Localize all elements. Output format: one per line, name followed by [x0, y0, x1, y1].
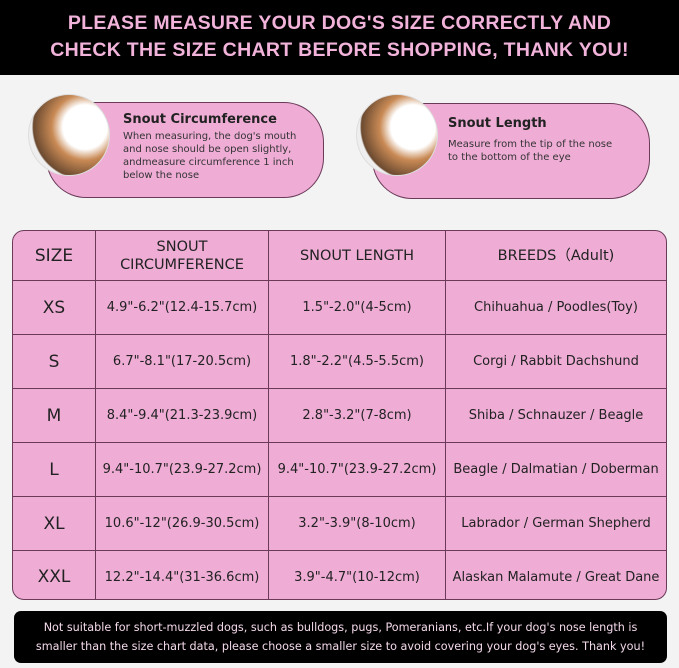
banner-line-2: CHECK THE SIZE CHART BEFORE SHOPPING, TH… — [50, 39, 629, 61]
note-line-1: Not suitable for short-muzzled dogs, suc… — [43, 621, 638, 634]
table-row: S 6.7"-8.1"(17-20.5cm) 1.8"-2.2"(4.5-5.5cm… — [13, 335, 666, 389]
dog-snout-circumference-photo — [28, 94, 110, 176]
cell-snout-circumference: 10.6"-12"(26.9-30.5cm) — [96, 497, 269, 550]
table-row: XL 10.6"-12"(26.9-30.5cm) 3.2"-3.9"(8-10cm… — [13, 497, 666, 551]
table-row: L 9.4"-10.7"(23.9-27.2cm) 9.4"-10.7"(23.9-… — [13, 443, 666, 497]
cell-breeds: Beagle / Dalmatian / Doberman — [453, 462, 659, 477]
cell-snout-length: 3.9"-4.7"(10-12cm) — [269, 551, 446, 599]
cell-size: M — [13, 389, 96, 442]
banner-line-1: PLEASE MEASURE YOUR DOG'S SIZE CORRECTLY… — [67, 12, 612, 34]
cell-snout-circumference: 12.2"-14.4"(31-36.6cm) — [96, 551, 269, 599]
cell-size: L — [13, 443, 96, 496]
header-banner: PLEASE MEASURE YOUR DOG'S SIZE CORRECTLY… — [0, 0, 679, 75]
cell-size: XL — [13, 497, 96, 550]
snout-length-card: Snout Length Measure from the tip of the… — [372, 103, 650, 199]
cell-snout-length: 1.5"-2.0"(4-5cm) — [269, 281, 446, 334]
cell-breeds: Chihuahua / Poodles(Toy) — [474, 300, 638, 315]
cell-snout-length: 9.4"-10.7"(23.9-27.2cm) — [269, 443, 446, 496]
cell-snout-circumference: 4.9"-6.2"(12.4-15.7cm) — [96, 281, 269, 334]
card-title: Snout Circumference — [123, 112, 277, 127]
card-description: When measuring, the dog's mouth and nose … — [123, 131, 297, 181]
cell-snout-length: 1.8"-2.2"(4.5-5.5cm) — [269, 335, 446, 388]
cell-size: XXL — [13, 551, 96, 599]
cell-snout-circumference: 6.7"-8.1"(17-20.5cm) — [96, 335, 269, 388]
card-title: Snout Length — [448, 116, 547, 131]
header-snout-length: SNOUT LENGTH — [269, 231, 446, 280]
size-chart-table: SIZE SNOUT CIRCUMFERENCE SNOUT LENGTH BR… — [12, 230, 667, 600]
note-line-2: smaller than the size chart data, please… — [35, 640, 646, 653]
cell-breeds: Corgi / Rabbit Dachshund — [473, 354, 639, 369]
cell-snout-length: 3.2"-3.9"(8-10cm) — [269, 497, 446, 550]
header-size: SIZE — [13, 231, 96, 280]
cell-snout-circumference: 8.4"-9.4"(21.3-23.9cm) — [96, 389, 269, 442]
cell-breeds: Labrador / German Shepherd — [461, 516, 651, 531]
cell-snout-length: 2.8"-3.2"(7-8cm) — [269, 389, 446, 442]
card-description: Measure from the tip of the nose to the b… — [448, 139, 613, 163]
warning-note: Not suitable for short-muzzled dogs, suc… — [14, 611, 667, 663]
header-snout-circumference: SNOUT CIRCUMFERENCE — [96, 231, 269, 280]
table-row: M 8.4"-9.4"(21.3-23.9cm) 2.8"-3.2"(7-8cm) S… — [13, 389, 666, 443]
table-header-row: SIZE SNOUT CIRCUMFERENCE SNOUT LENGTH BR… — [13, 231, 666, 281]
cell-breeds: Shiba / Schnauzer / Beagle — [468, 408, 644, 423]
cell-snout-circumference: 9.4"-10.7"(23.9-27.2cm) — [96, 443, 269, 496]
dog-snout-length-photo — [356, 94, 438, 176]
cell-breeds: Alaskan Malamute / Great Dane — [452, 569, 660, 585]
table-row: XS 4.9"-6.2"(12.4-15.7cm) 1.5"-2.0"(4-5cm)… — [13, 281, 666, 335]
table-row: XXL 12.2"-14.4"(31-36.6cm) 3.9"-4.7"(10-12… — [13, 551, 666, 599]
cell-size: S — [13, 335, 96, 388]
cell-size: XS — [13, 281, 96, 334]
header-breeds: BREEDS（Adult) — [497, 247, 615, 264]
